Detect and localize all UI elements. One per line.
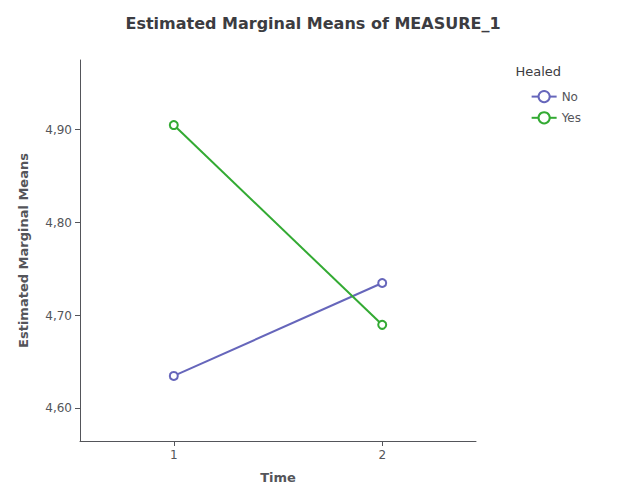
svg-text:Estimated Marginal Means of ME: Estimated Marginal Means of MEASURE_1: [125, 14, 500, 33]
svg-text:4,60: 4,60: [45, 401, 72, 415]
svg-text:No: No: [562, 90, 578, 104]
svg-text:1: 1: [170, 448, 178, 462]
svg-text:Time: Time: [260, 470, 296, 485]
svg-text:Yes: Yes: [561, 111, 581, 125]
svg-text:4,80: 4,80: [45, 216, 72, 230]
svg-text:4,90: 4,90: [45, 123, 72, 137]
svg-text:Healed: Healed: [515, 64, 561, 79]
svg-text:2: 2: [378, 448, 386, 462]
svg-text:Estimated Marginal Means: Estimated Marginal Means: [16, 153, 31, 348]
svg-text:4,70: 4,70: [45, 309, 72, 323]
